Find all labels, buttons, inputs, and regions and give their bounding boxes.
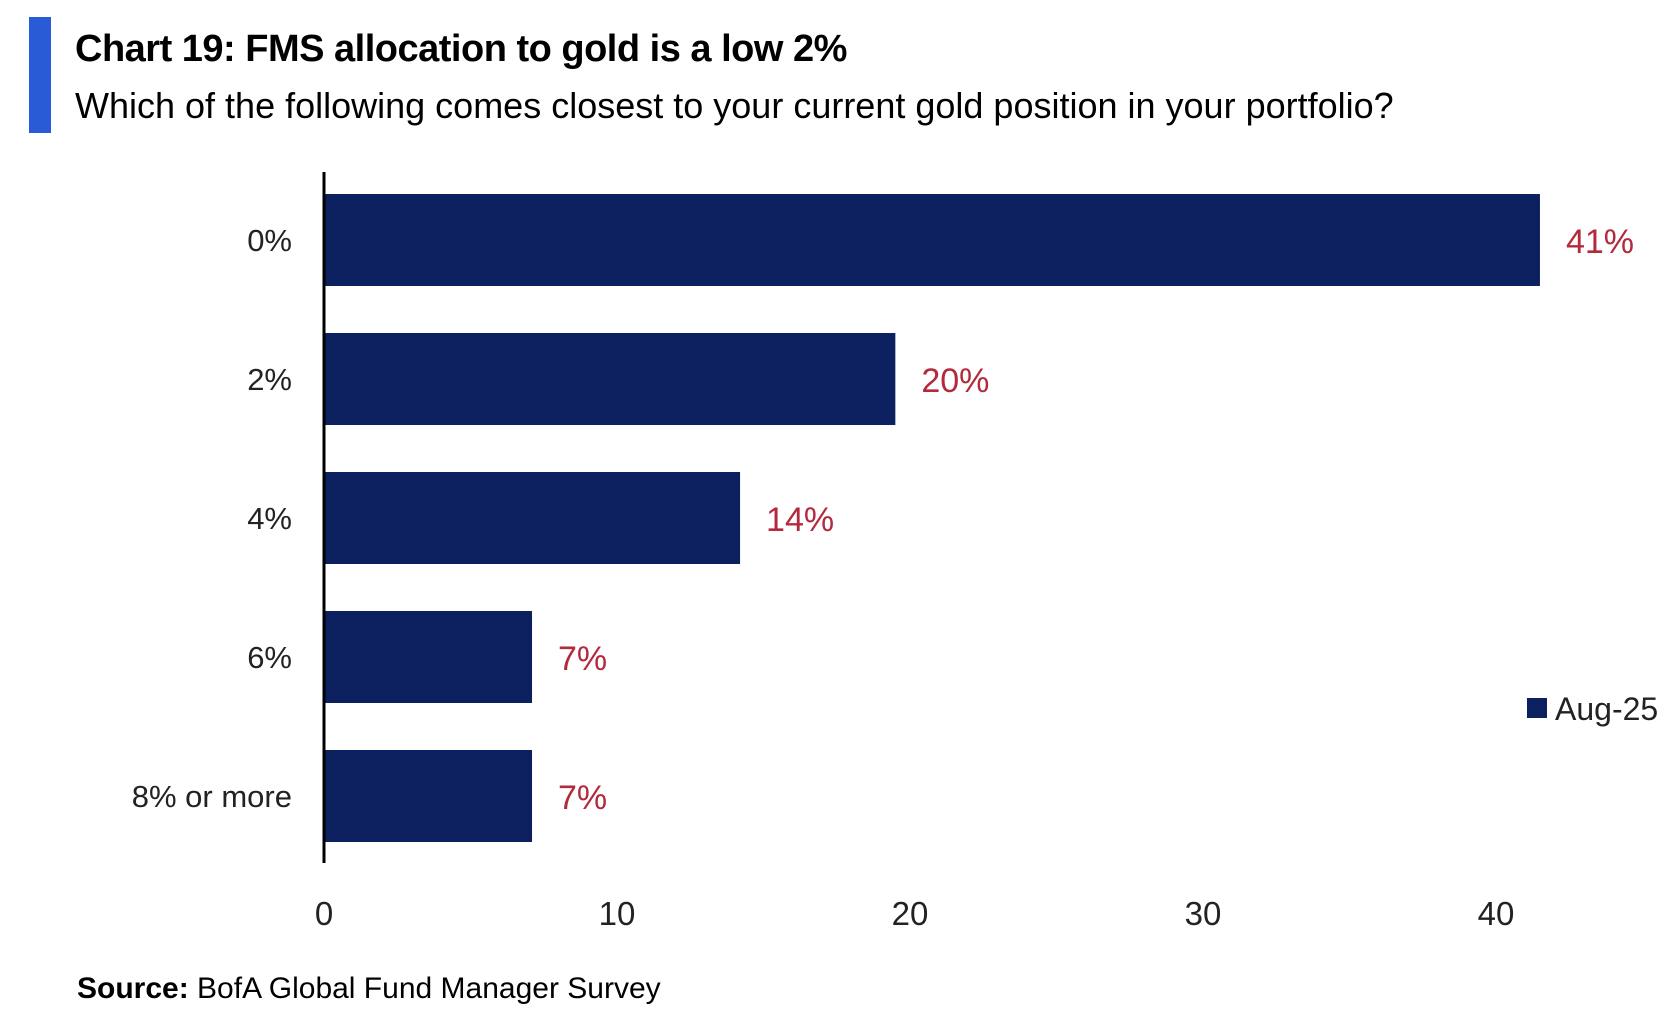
data-label: 20% [921,362,989,400]
data-label: 14% [766,501,834,539]
category-label: 6% [247,640,292,675]
bar [324,611,533,703]
x-tick-label: 40 [1478,895,1515,932]
data-label: 7% [558,640,607,678]
source-label: Source: [77,972,189,1005]
x-tick-label: 0 [315,895,333,932]
bar [324,194,1540,286]
legend-label: Aug-25 [1555,691,1658,727]
legend-swatch [1527,698,1547,718]
x-tick-label: 10 [599,895,636,932]
source-text: BofA Global Fund Manager Survey [188,972,661,1005]
chart-subtitle: Which of the following comes closest to … [75,85,1394,126]
x-tick-label: 20 [892,895,929,932]
data-label: 41% [1566,223,1634,261]
bar [324,472,741,564]
accent-bar [29,17,51,133]
bar [324,333,896,425]
category-label: 2% [247,362,292,397]
category-label: 4% [247,501,292,536]
category-label: 0% [247,223,292,258]
bar [324,750,533,842]
category-label: 8% or more [132,779,292,814]
chart-title: Chart 19: FMS allocation to gold is a lo… [75,28,847,70]
data-label: 7% [558,779,607,817]
x-tick-label: 30 [1185,895,1222,932]
source-note: Source: BofA Global Fund Manager Survey [77,972,661,1006]
